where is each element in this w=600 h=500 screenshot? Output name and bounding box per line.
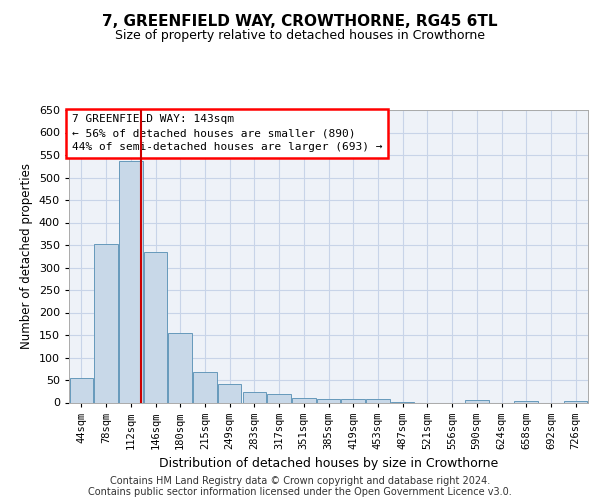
Bar — [119, 161, 143, 402]
X-axis label: Distribution of detached houses by size in Crowthorne: Distribution of detached houses by size … — [159, 458, 498, 470]
Bar — [341, 399, 365, 402]
Bar — [169, 333, 192, 402]
Bar — [514, 401, 538, 402]
Bar — [268, 394, 291, 402]
Bar — [465, 400, 488, 402]
Bar — [144, 252, 167, 402]
Text: 7, GREENFIELD WAY, CROWTHORNE, RG45 6TL: 7, GREENFIELD WAY, CROWTHORNE, RG45 6TL — [102, 14, 498, 29]
Bar — [94, 244, 118, 402]
Bar — [242, 392, 266, 402]
Bar — [317, 400, 340, 402]
Bar — [70, 378, 93, 402]
Bar — [564, 400, 587, 402]
Y-axis label: Number of detached properties: Number of detached properties — [20, 163, 33, 349]
Bar — [366, 400, 389, 402]
Text: Size of property relative to detached houses in Crowthorne: Size of property relative to detached ho… — [115, 28, 485, 42]
Bar — [193, 372, 217, 402]
Bar — [218, 384, 241, 402]
Text: 7 GREENFIELD WAY: 143sqm
← 56% of detached houses are smaller (890)
44% of semi-: 7 GREENFIELD WAY: 143sqm ← 56% of detach… — [71, 114, 382, 152]
Text: Contains public sector information licensed under the Open Government Licence v3: Contains public sector information licen… — [88, 487, 512, 497]
Text: Contains HM Land Registry data © Crown copyright and database right 2024.: Contains HM Land Registry data © Crown c… — [110, 476, 490, 486]
Bar — [292, 398, 316, 402]
